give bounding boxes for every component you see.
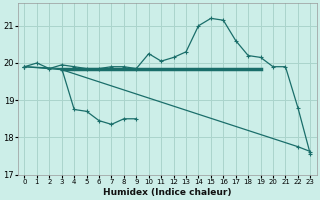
X-axis label: Humidex (Indice chaleur): Humidex (Indice chaleur) [103, 188, 232, 197]
